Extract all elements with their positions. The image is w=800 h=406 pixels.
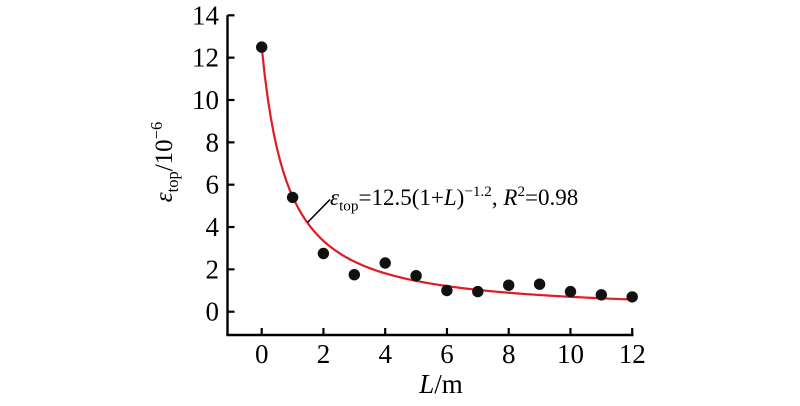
data-point [317, 247, 330, 260]
y-tick-label: 8 [206, 127, 220, 157]
data-point [503, 279, 515, 291]
data-point [533, 278, 546, 290]
x-tick-label: 10 [557, 339, 584, 369]
data-point [410, 270, 422, 282]
x-tick-label: 6 [440, 339, 454, 369]
data-point [348, 269, 360, 281]
x-tick-label: 12 [619, 339, 646, 369]
y-axis-title: εtop/10−6 [147, 122, 182, 202]
x-tick-label: 0 [255, 339, 269, 369]
data-point [256, 41, 268, 53]
data-points [256, 41, 638, 303]
data-point [595, 289, 607, 301]
y-axis-tick-labels: 0 2 4 6 8 10 12 14 [192, 0, 220, 326]
x-axis-ticks [260, 328, 634, 335]
y-tick-label: 14 [192, 0, 220, 30]
data-point [286, 191, 299, 204]
y-tick-label: 12 [192, 43, 219, 73]
y-tick-label: 2 [206, 254, 220, 284]
fit-curve [260, 45, 634, 301]
x-tick-label: 8 [502, 339, 516, 369]
x-axis-tick-labels: 0 2 4 6 8 10 12 [255, 339, 646, 369]
y-tick-label: 0 [206, 297, 220, 327]
x-axis-title: L/m [418, 369, 463, 399]
annotation-leader-line [306, 198, 331, 224]
data-point [626, 291, 638, 303]
y-tick-label: 10 [192, 85, 219, 115]
x-tick-label: 4 [378, 339, 392, 369]
data-point [564, 285, 577, 298]
y-axis-ticks [227, 14, 235, 313]
annotation-equation: εtop=12.5(1+L)−1.2, R2=0.98 [330, 183, 578, 215]
data-point [472, 285, 484, 298]
y-tick-label: 6 [206, 170, 220, 200]
axis-spine [226, 15, 634, 337]
data-point [379, 257, 391, 269]
y-tick-label: 4 [206, 212, 220, 242]
x-tick-label: 2 [317, 339, 331, 369]
data-point [441, 284, 453, 297]
